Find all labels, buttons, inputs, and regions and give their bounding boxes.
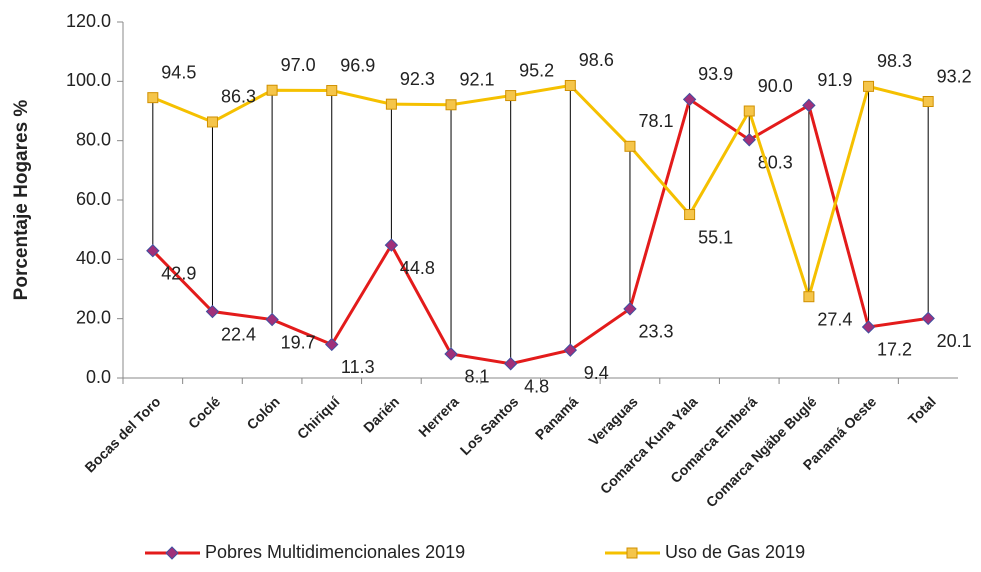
x-tick-label: Darién	[360, 393, 402, 435]
marker	[445, 99, 457, 111]
data-label: 8.1	[465, 367, 490, 387]
y-tick-label: 40.0	[76, 248, 111, 268]
y-tick-label: 100.0	[66, 70, 111, 90]
marker	[205, 304, 220, 319]
data-label: 97.0	[281, 55, 316, 75]
marker	[803, 291, 815, 303]
x-tick-label: Veraguas	[585, 393, 640, 448]
y-tick-label: 20.0	[76, 307, 111, 327]
marker	[684, 209, 696, 221]
data-label: 17.2	[877, 340, 912, 360]
data-label: 19.7	[281, 332, 316, 352]
x-tick-label: Comarca Ngäbe Buglé	[703, 393, 820, 510]
marker	[623, 302, 637, 316]
data-label: 90.0	[758, 76, 793, 96]
marker	[863, 80, 875, 92]
data-label: 94.5	[161, 62, 196, 82]
data-label: 42.9	[161, 263, 196, 283]
data-label: 98.3	[877, 51, 912, 71]
marker	[206, 116, 218, 128]
x-tick-label: Comarca Kuna Yala	[597, 393, 701, 497]
marker	[147, 92, 159, 104]
x-tick-label: Bocas del Toro	[81, 393, 163, 475]
x-tick-label: Los Santos	[457, 393, 522, 458]
data-label: 95.2	[519, 60, 554, 80]
marker	[802, 98, 816, 113]
x-tick-label: Herrera	[415, 393, 462, 440]
marker	[922, 96, 934, 108]
data-label: 22.4	[221, 324, 256, 344]
data-label: 4.8	[524, 377, 549, 397]
x-tick-label: Colón	[243, 393, 282, 432]
y-axis-label: Porcentaje Hogares %	[11, 100, 32, 301]
data-label: 55.1	[698, 227, 733, 247]
series-line	[151, 97, 929, 366]
marker	[626, 547, 638, 559]
marker	[266, 84, 278, 96]
x-tick-label: Total	[905, 393, 939, 427]
data-label: 98.6	[579, 50, 614, 70]
data-label: 96.9	[340, 55, 375, 75]
marker	[165, 546, 179, 560]
marker	[503, 357, 518, 371]
data-label: 93.2	[937, 66, 972, 86]
data-label: 11.3	[341, 357, 375, 377]
x-tick-label: Chiriquí	[294, 393, 343, 442]
y-tick-label: 0.0	[86, 367, 111, 387]
data-label: 44.8	[400, 258, 435, 278]
data-label: 23.3	[638, 322, 673, 342]
marker	[385, 98, 397, 110]
marker	[743, 105, 755, 117]
marker	[384, 238, 399, 252]
marker	[326, 85, 338, 97]
y-tick-label: 80.0	[76, 129, 111, 149]
x-tick-label: Panamá	[532, 393, 581, 442]
y-tick-label: 120.0	[66, 11, 111, 31]
legend-label: Uso de Gas 2019	[665, 542, 805, 562]
marker	[563, 343, 578, 357]
marker	[742, 133, 756, 147]
data-label: 9.4	[584, 363, 609, 383]
marker	[325, 337, 339, 352]
data-label: 93.9	[698, 64, 733, 84]
marker	[444, 347, 458, 361]
data-label: 27.4	[817, 309, 852, 329]
data-label: 78.1	[638, 111, 673, 131]
marker	[265, 312, 279, 327]
data-label: 92.1	[460, 70, 495, 90]
y-tick-label: 60.0	[76, 189, 111, 209]
legend-label: Pobres Multidimencionales 2019	[205, 542, 465, 562]
marker	[564, 79, 576, 91]
marker	[921, 311, 935, 326]
marker	[146, 244, 160, 258]
data-label: 92.3	[400, 69, 435, 89]
data-label: 20.1	[937, 331, 972, 351]
data-label: 91.9	[817, 70, 852, 90]
marker	[624, 140, 636, 152]
marker	[505, 90, 517, 102]
x-tick-label: Coclé	[185, 393, 223, 431]
marker	[682, 92, 697, 107]
series-line	[152, 83, 929, 302]
data-label: 86.3	[221, 87, 256, 107]
marker	[861, 320, 876, 334]
